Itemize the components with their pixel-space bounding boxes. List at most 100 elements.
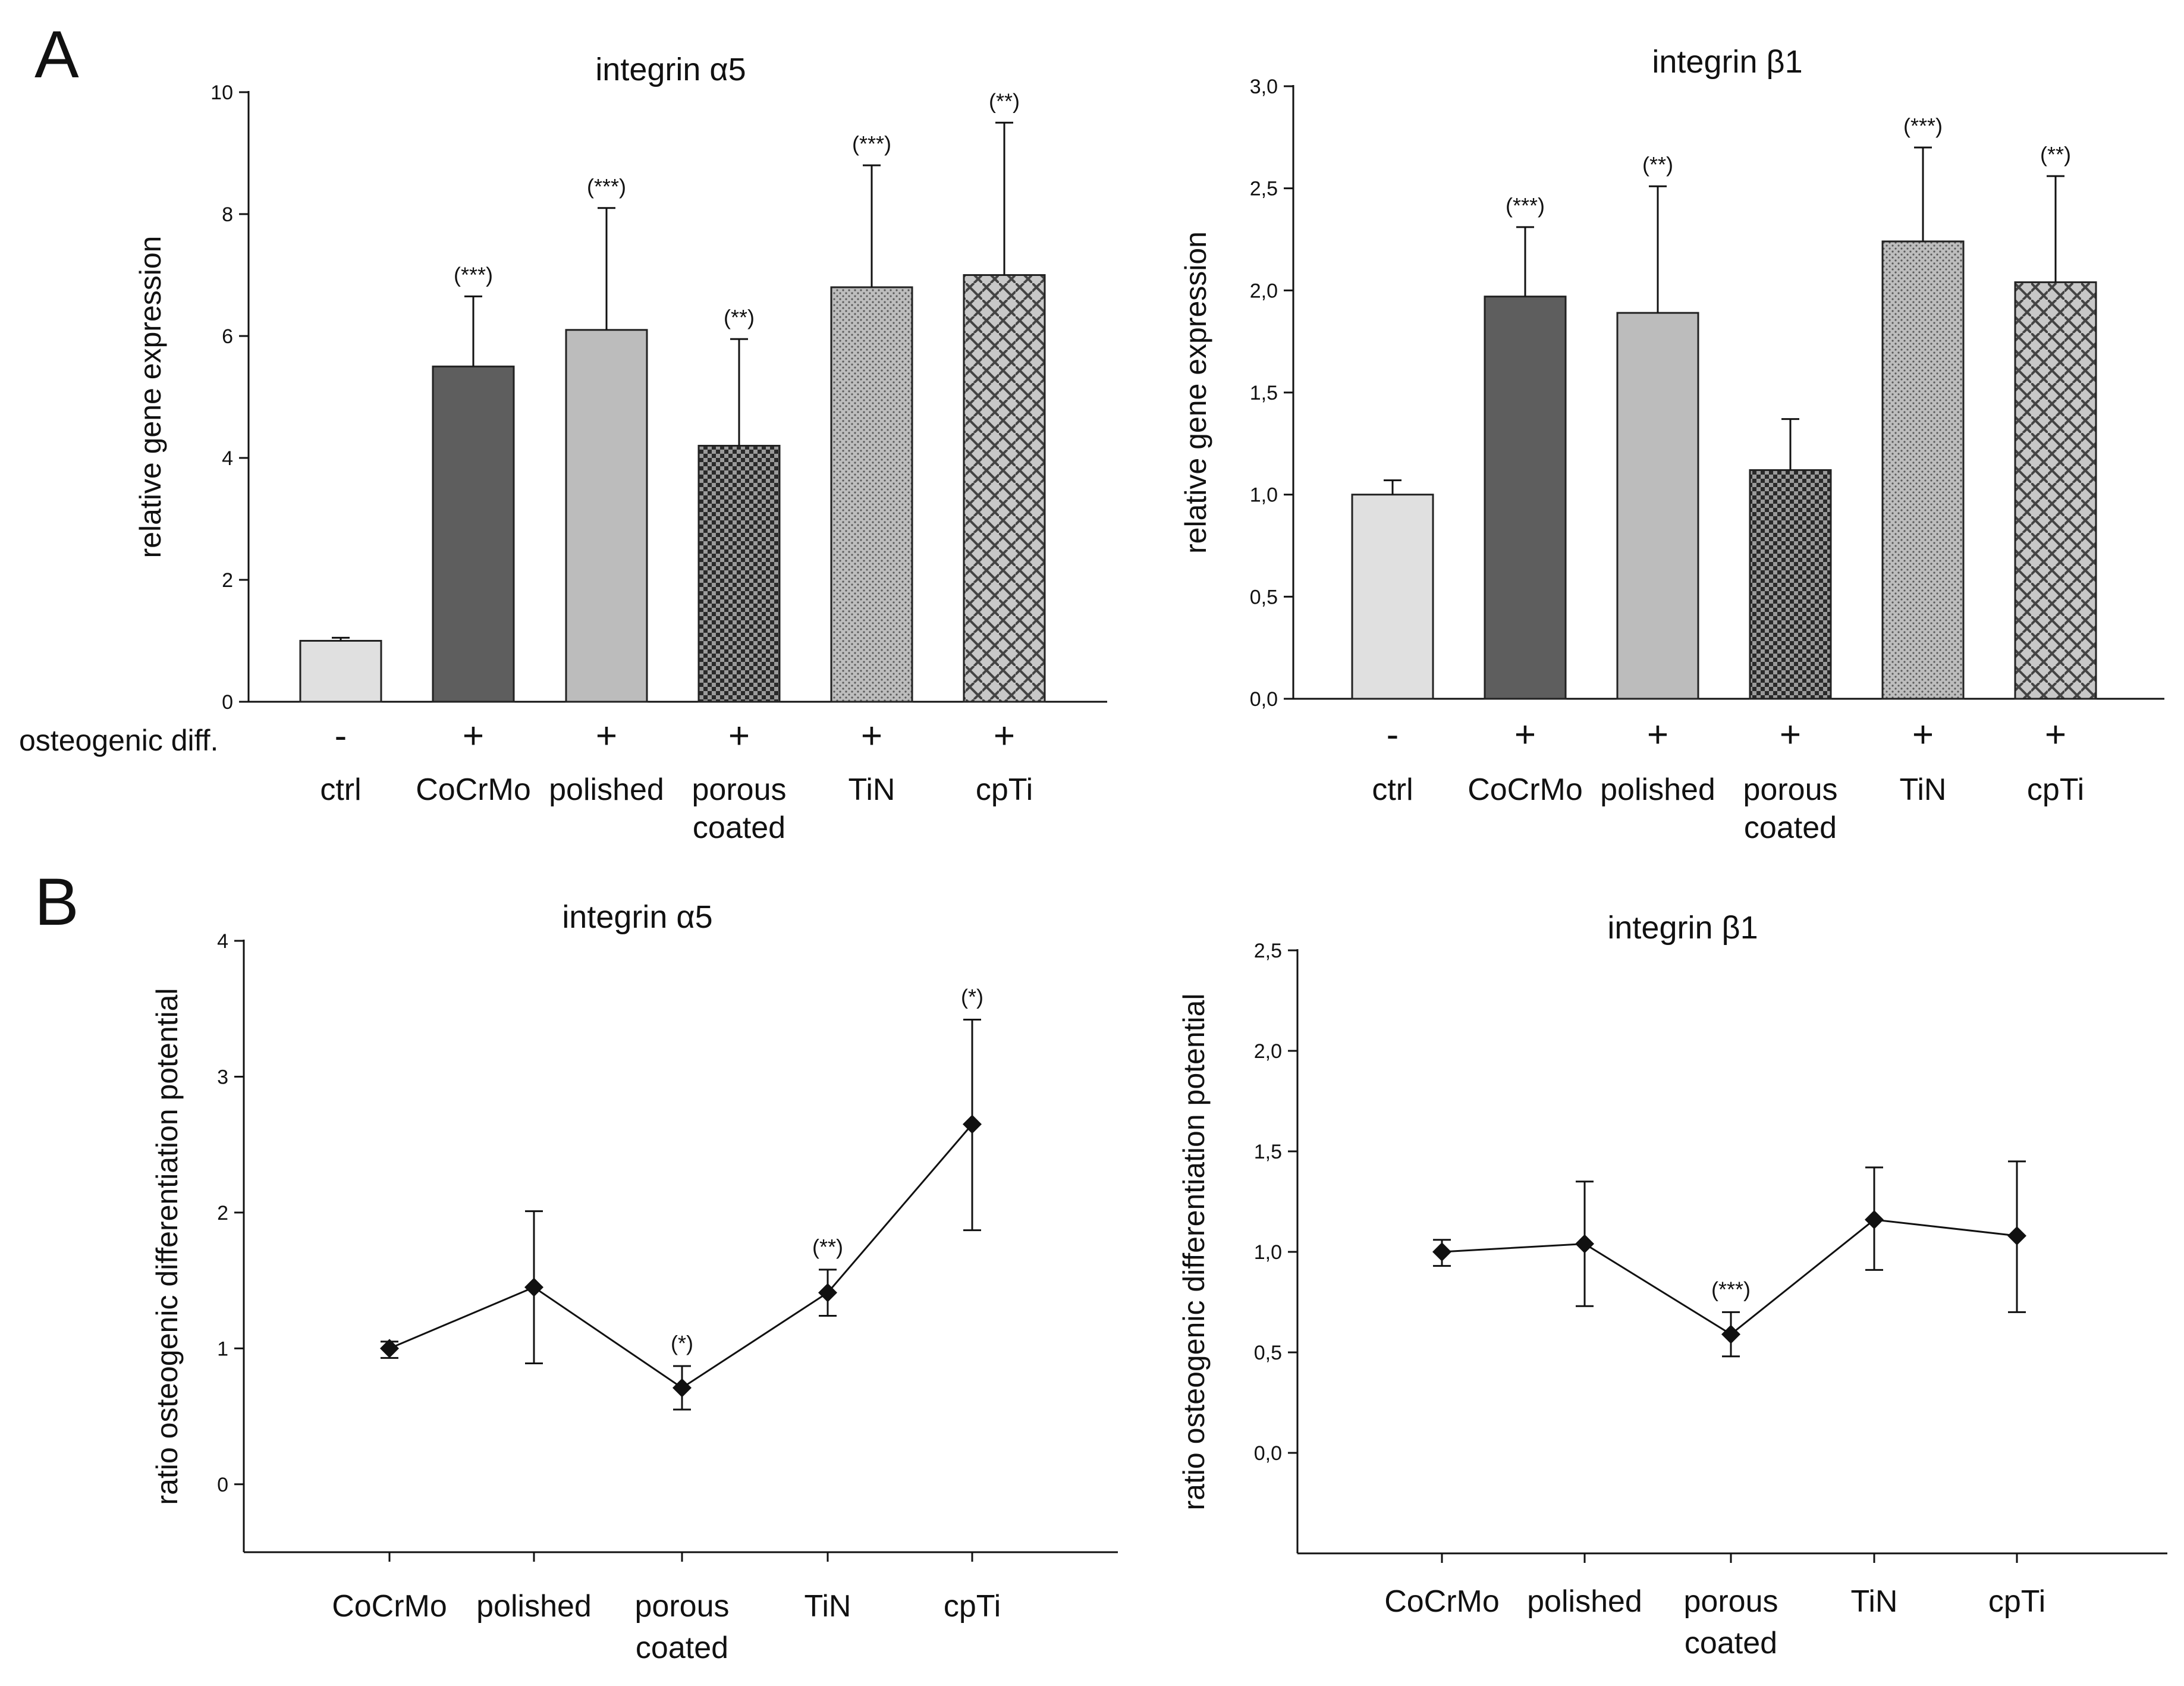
significance-label: (*) <box>671 1331 693 1355</box>
category-label: CoCrMo <box>416 773 531 807</box>
osteogenic-sign: + <box>1912 714 1934 755</box>
y-tick-label: 3 <box>217 1066 228 1088</box>
osteogenic-sign: - <box>1387 714 1399 755</box>
data-point-5 <box>2007 1226 2026 1245</box>
data-point-3 <box>673 1378 692 1398</box>
bar-4 <box>697 445 781 703</box>
significance-label: (***) <box>587 174 626 199</box>
osteogenic-sign: + <box>1647 714 1668 755</box>
bar-1 <box>1351 494 1434 700</box>
significance-label: (**) <box>989 89 1020 113</box>
chart-title: integrin α5 <box>595 52 746 87</box>
category-label: CoCrMo <box>332 1589 447 1624</box>
category-label: porous <box>1743 773 1838 807</box>
osteogenic-sign: + <box>994 715 1015 756</box>
y-tick-label: 2,0 <box>1250 280 1278 302</box>
category-label: cpTi <box>1988 1584 2045 1619</box>
y-tick-label: 1,0 <box>1254 1241 1282 1264</box>
category-label: coated <box>1744 811 1837 845</box>
y-axis-title: ratio osteogenic differentiation potenti… <box>1177 993 1211 1510</box>
y-tick-label: 4 <box>217 930 228 953</box>
category-label: porous <box>692 773 787 807</box>
chart-b-integrin-beta1: integrin β1 ratio osteogenic differentiat… <box>1177 910 2167 1660</box>
significance-label: (***) <box>1711 1277 1751 1301</box>
y-tick-label: 2,0 <box>1254 1040 1282 1063</box>
data-point-4 <box>818 1283 837 1302</box>
category-label: ctrl <box>1372 773 1413 807</box>
y-tick-label: 0,0 <box>1250 688 1278 711</box>
category-label: coated <box>693 811 785 845</box>
y-axis-title: ratio osteogenic differentiation potenti… <box>150 988 184 1505</box>
significance-label: (***) <box>1903 114 1943 138</box>
bar-1 <box>299 640 382 703</box>
osteogenic-sign: - <box>335 715 347 756</box>
y-tick-label: 10 <box>210 81 233 104</box>
chart-a-integrin-alpha5: integrin α5 relative gene expression 0 2 4 6 8… <box>134 52 1107 845</box>
category-label: TiN <box>849 773 895 807</box>
bar-2 <box>432 365 515 703</box>
y-tick-label: 8 <box>222 203 233 226</box>
significance-label: (**) <box>724 305 755 329</box>
y-tick-label: 6 <box>222 325 233 348</box>
osteogenic-sign: + <box>2045 714 2066 755</box>
category-label: coated <box>1685 1626 1777 1660</box>
category-label: TiN <box>1900 773 1947 807</box>
significance-label: (**) <box>812 1235 843 1259</box>
y-tick-label: 2,5 <box>1250 178 1278 200</box>
osteogenic-sign: + <box>728 715 750 756</box>
category-label: ctrl <box>320 773 361 807</box>
y-tick-label: 0,5 <box>1254 1342 1282 1364</box>
bar-5 <box>1881 240 1965 700</box>
category-label: cpTi <box>976 773 1033 807</box>
category-label: cpTi <box>944 1589 1001 1624</box>
category-label: polished <box>1527 1584 1642 1619</box>
y-tick-label: 4 <box>222 447 233 470</box>
data-point-1 <box>380 1339 399 1358</box>
y-axis-title: relative gene expression <box>134 236 167 558</box>
panel-label-a: A <box>34 17 79 92</box>
data-point-5 <box>963 1114 982 1134</box>
osteogenic-sign: + <box>463 715 484 756</box>
chart-title: integrin β1 <box>1607 910 1758 946</box>
y-tick-label: 1,5 <box>1254 1141 1282 1163</box>
data-point-4 <box>1865 1210 1884 1229</box>
y-tick-label: 1 <box>217 1338 228 1360</box>
category-label: polished <box>476 1589 592 1624</box>
category-label: polished <box>1600 773 1715 807</box>
category-label: TiN <box>805 1589 851 1624</box>
osteogenic-sign: + <box>861 715 882 756</box>
y-tick-label: 0,5 <box>1250 586 1278 608</box>
bar-4 <box>1749 469 1832 700</box>
significance-label: (**) <box>2040 142 2071 167</box>
category-label: cpTi <box>2027 773 2084 807</box>
category-label: porous <box>635 1589 730 1624</box>
bar-3 <box>565 329 648 703</box>
data-point-3 <box>1721 1324 1740 1344</box>
significance-label: (***) <box>454 262 493 287</box>
bar-5 <box>830 286 913 703</box>
category-label: CoCrMo <box>1384 1584 1500 1619</box>
osteogenic-sign: + <box>1514 714 1536 755</box>
category-label: TiN <box>1851 1584 1898 1619</box>
category-label: polished <box>549 773 664 807</box>
osteogenic-diff-label: osteogenic diff. <box>19 724 218 757</box>
data-point-2 <box>524 1277 543 1297</box>
y-tick-label: 1,5 <box>1250 382 1278 404</box>
bar-3 <box>1616 312 1699 700</box>
y-tick-label: 0,0 <box>1254 1442 1282 1465</box>
category-label: CoCrMo <box>1467 773 1583 807</box>
data-point-2 <box>1575 1234 1594 1254</box>
y-tick-label: 3,0 <box>1250 76 1278 98</box>
osteogenic-sign: + <box>596 715 617 756</box>
bar-6 <box>2014 281 2097 700</box>
chart-title: integrin α5 <box>562 899 712 935</box>
panel-label-b: B <box>34 865 79 939</box>
y-tick-label: 2 <box>222 569 233 592</box>
y-tick-label: 0 <box>222 691 233 714</box>
category-label: coated <box>636 1631 728 1665</box>
significance-label: (*) <box>961 984 983 1009</box>
bar-6 <box>963 274 1046 703</box>
chart-a-integrin-beta1: integrin β1 relative gene expression 0,0 0,… <box>1179 44 2164 845</box>
significance-label: (**) <box>1642 152 1673 177</box>
chart-b-integrin-alpha5: integrin α5 ratio osteogenic differentiat… <box>150 899 1118 1665</box>
